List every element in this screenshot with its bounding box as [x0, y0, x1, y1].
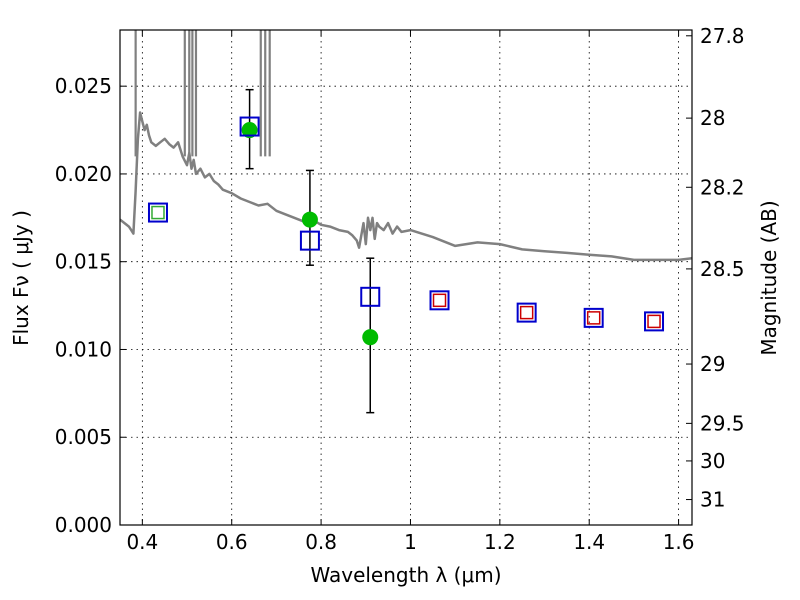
- x-tick-label: 0.4: [126, 530, 158, 554]
- observed-flux-point: [241, 122, 258, 139]
- model-photometry-red-marker: [647, 314, 661, 329]
- y2-tick-label: 29: [700, 352, 725, 376]
- y-tick-label: 0.015: [55, 250, 112, 274]
- plot-frame: [119, 29, 693, 526]
- observed-flux-point: [301, 211, 318, 228]
- y-axis-label: Flux Fν ( μJy ): [9, 210, 33, 346]
- model-photometry-blue-marker: [239, 116, 260, 137]
- y-tick-label: 0.025: [55, 74, 112, 98]
- spectrum-line: [120, 111, 692, 262]
- model-photometry-blue-marker: [147, 202, 168, 223]
- y2-tick-label: 28: [700, 106, 725, 130]
- y2-tick-label: 30: [700, 449, 725, 473]
- x-tick-label: 0.6: [216, 530, 248, 554]
- x-tick-label: 1.4: [573, 530, 605, 554]
- y-tick-label: 0.000: [55, 513, 112, 537]
- model-photometry-red-marker: [432, 293, 447, 308]
- y-tick-label: 0.010: [55, 337, 112, 361]
- axis-ticks: 0.4 0.6 0.8 1 1.2 1.4 1.6 0.000 0.005 0.010 0.015 0…: [55, 24, 745, 554]
- y2-tick-label: 31: [700, 488, 725, 512]
- model-photometry-blue-marker: [429, 290, 450, 311]
- y-tick-label: 0.020: [55, 162, 112, 186]
- y2-tick-label: 28.2: [700, 175, 745, 199]
- x-axis-label: Wavelength λ (μm): [310, 563, 501, 587]
- model-photometry-green-marker: [151, 205, 165, 220]
- y2-axis-label: Magnitude (AB): [757, 200, 781, 355]
- model-photometry-blue-marker: [299, 230, 320, 251]
- x-tick-label: 1.2: [484, 530, 516, 554]
- model-photometry-blue-marker: [583, 307, 604, 328]
- x-tick-label: 1.6: [663, 530, 695, 554]
- model-photometry-blue-marker: [644, 311, 665, 332]
- x-tick-label: 0.8: [305, 530, 337, 554]
- model-photometry-red-marker: [586, 311, 601, 325]
- y-tick-label: 0.005: [55, 425, 112, 449]
- model-photometry-red-marker: [519, 305, 534, 320]
- grid-lines: [120, 30, 692, 525]
- model-photometry-blue-marker: [360, 286, 381, 307]
- series-layer: [120, 30, 692, 414]
- y2-tick-label: 28.5: [700, 257, 745, 281]
- observed-flux-point: [362, 329, 379, 346]
- x-tick-label: 1: [404, 530, 417, 554]
- y2-tick-label: 27.8: [700, 24, 745, 48]
- y2-tick-label: 29.5: [700, 411, 745, 435]
- model-photometry-blue-marker: [516, 302, 537, 323]
